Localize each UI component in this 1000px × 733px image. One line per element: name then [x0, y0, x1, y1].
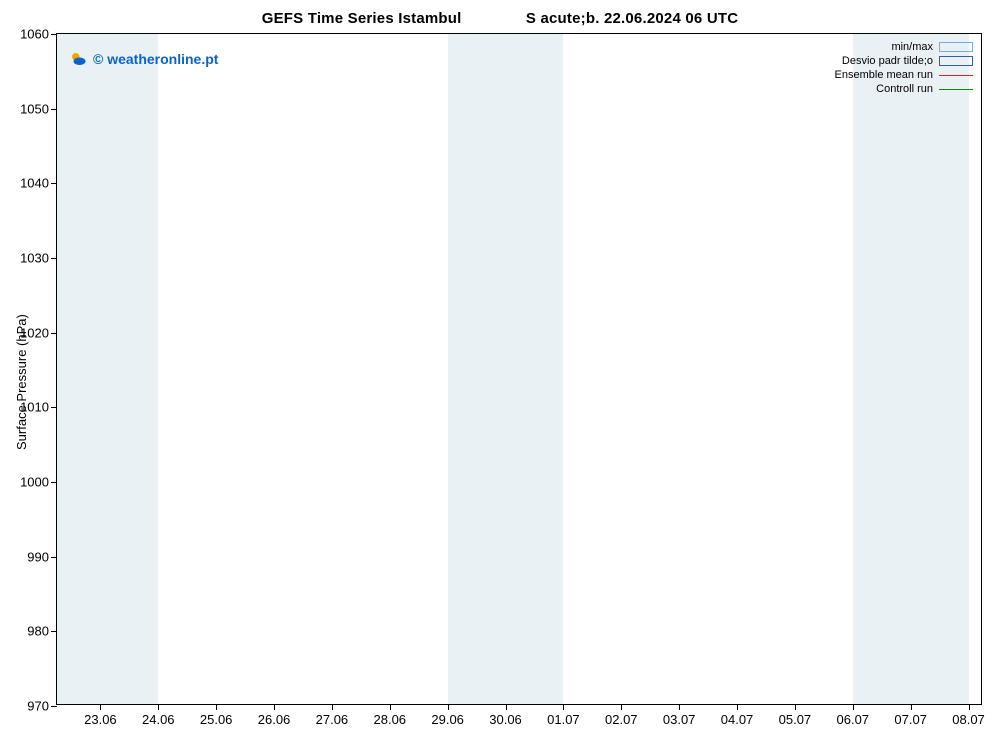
- x-tick-label: 04.07: [721, 712, 754, 727]
- y-tick-label: 970: [27, 699, 49, 714]
- legend-swatch: [939, 70, 973, 80]
- y-tick-label: 1030: [20, 251, 49, 266]
- x-tick-mark: [448, 704, 449, 710]
- x-tick-mark: [679, 704, 680, 710]
- x-tick-label: 05.07: [779, 712, 812, 727]
- y-tick-label: 1060: [20, 27, 49, 42]
- y-tick-mark: [51, 333, 57, 334]
- x-tick-mark: [390, 704, 391, 710]
- legend-swatch: [939, 42, 973, 52]
- weekend-band: [448, 34, 564, 704]
- x-tick-mark: [737, 704, 738, 710]
- y-tick-label: 990: [27, 549, 49, 564]
- legend-label: Ensemble mean run: [835, 69, 933, 81]
- y-tick-mark: [51, 183, 57, 184]
- chart-title-right: S acute;b. 22.06.2024 06 UTC: [526, 10, 738, 27]
- x-tick-mark: [795, 704, 796, 710]
- chart-container: { "title": { "left": "GEFS Time Series I…: [0, 0, 1000, 733]
- chart-title-left: GEFS Time Series Istambul: [262, 10, 462, 27]
- x-tick-label: 29.06: [431, 712, 464, 727]
- x-tick-label: 28.06: [374, 712, 407, 727]
- legend-swatch: [939, 56, 973, 66]
- x-tick-label: 26.06: [258, 712, 291, 727]
- y-tick-label: 1000: [20, 475, 49, 490]
- y-tick-mark: [51, 258, 57, 259]
- y-tick-label: 1050: [20, 101, 49, 116]
- weekend-band: [853, 34, 969, 704]
- y-tick-label: 1040: [20, 176, 49, 191]
- x-tick-label: 27.06: [316, 712, 349, 727]
- x-tick-label: 08.07: [952, 712, 985, 727]
- y-tick-mark: [51, 557, 57, 558]
- legend-label: Desvio padr tilde;o: [842, 55, 933, 67]
- y-tick-mark: [51, 407, 57, 408]
- x-tick-mark: [621, 704, 622, 710]
- plot-area: min/max Desvio padr tilde;o Ensemble mean …: [56, 33, 982, 705]
- x-tick-mark: [853, 704, 854, 710]
- x-tick-label: 03.07: [663, 712, 696, 727]
- x-tick-label: 30.06: [489, 712, 522, 727]
- y-tick-mark: [51, 34, 57, 35]
- legend-swatch: [939, 84, 973, 94]
- legend-row: Controll run: [835, 82, 973, 96]
- legend-row: Ensemble mean run: [835, 68, 973, 82]
- legend-label: Controll run: [876, 83, 933, 95]
- legend-label: min/max: [891, 41, 933, 53]
- x-tick-label: 02.07: [605, 712, 638, 727]
- legend-row: Desvio padr tilde;o: [835, 54, 973, 68]
- x-tick-mark: [274, 704, 275, 710]
- y-tick-mark: [51, 109, 57, 110]
- x-tick-mark: [911, 704, 912, 710]
- legend: min/max Desvio padr tilde;o Ensemble mean …: [831, 38, 977, 98]
- x-tick-mark: [332, 704, 333, 710]
- legend-row: min/max: [835, 40, 973, 54]
- x-tick-label: 01.07: [547, 712, 580, 727]
- x-tick-label: 24.06: [142, 712, 175, 727]
- x-tick-mark: [506, 704, 507, 710]
- x-tick-mark: [563, 704, 564, 710]
- y-tick-mark: [51, 631, 57, 632]
- x-tick-mark: [216, 704, 217, 710]
- weekend-band: [57, 34, 158, 704]
- x-tick-label: 06.07: [837, 712, 870, 727]
- x-tick-label: 23.06: [84, 712, 117, 727]
- x-tick-label: 25.06: [200, 712, 233, 727]
- chart-title: GEFS Time Series Istambul S acute;b. 22.…: [0, 10, 1000, 27]
- x-tick-mark: [969, 704, 970, 710]
- x-tick-mark: [158, 704, 159, 710]
- y-tick-mark: [51, 706, 57, 707]
- y-tick-label: 980: [27, 624, 49, 639]
- x-tick-mark: [100, 704, 101, 710]
- x-tick-label: 07.07: [894, 712, 927, 727]
- y-tick-mark: [51, 482, 57, 483]
- y-axis-label: Surface Pressure (hPa): [14, 314, 29, 450]
